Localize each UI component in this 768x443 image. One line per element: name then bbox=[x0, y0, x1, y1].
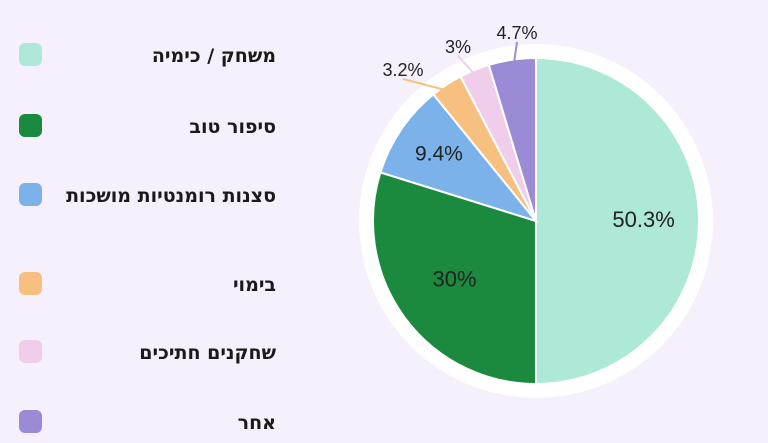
pie-slice bbox=[487, 56, 537, 222]
legend-swatch bbox=[19, 272, 42, 295]
legend-swatch bbox=[19, 43, 42, 66]
legend: משחק / כימיה סיפור טוב סצנות רומנטיות מושכ… bbox=[0, 0, 300, 443]
pie-slice bbox=[379, 92, 539, 223]
slice-label: 3% bbox=[445, 37, 471, 57]
legend-label: סצנות רומנטיות מושכות bbox=[66, 185, 276, 207]
legend-swatch bbox=[19, 340, 42, 363]
legend-swatch bbox=[19, 410, 42, 433]
pie-slice bbox=[535, 56, 700, 386]
leader-line bbox=[402, 78, 452, 93]
legend-swatch bbox=[19, 183, 42, 206]
slice-label: 4.7% bbox=[496, 23, 537, 43]
legend-label: שחקנים חתיכים bbox=[139, 342, 276, 364]
slice-label: 3.2% bbox=[382, 60, 423, 80]
legend-label: אחר bbox=[237, 412, 276, 434]
legend-swatch bbox=[19, 114, 42, 137]
pie-slice bbox=[372, 171, 537, 386]
leader-line bbox=[512, 41, 518, 68]
legend-label: משחק / כימיה bbox=[151, 45, 276, 67]
slice-label: 50.3% bbox=[612, 207, 674, 232]
slice-label: 30% bbox=[433, 267, 477, 292]
slice-label: 9.4% bbox=[415, 143, 463, 166]
legend-label: סיפור טוב bbox=[189, 116, 276, 138]
legend-label: בימוי bbox=[232, 274, 276, 296]
leader-line bbox=[457, 55, 479, 79]
